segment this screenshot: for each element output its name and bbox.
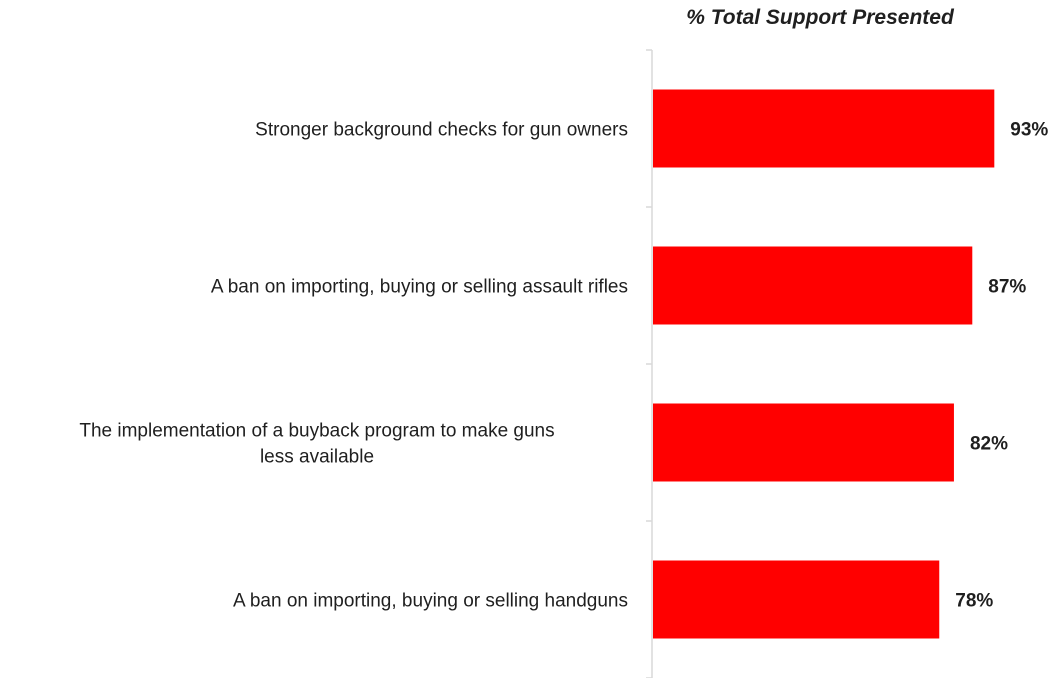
category-label: The implementation of a buyback program …	[79, 421, 554, 442]
bar	[653, 89, 995, 168]
data-label: 87%	[988, 277, 1026, 298]
chart-title: % Total Support Presented	[686, 6, 954, 29]
category-label: A ban on importing, buying or selling as…	[211, 277, 628, 298]
bar	[653, 246, 973, 325]
bar	[653, 403, 954, 482]
bar	[653, 560, 940, 639]
category-label: less available	[260, 447, 374, 468]
data-label: 82%	[970, 434, 1008, 455]
category-label: A ban on importing, buying or selling ha…	[233, 591, 628, 612]
data-label: 93%	[1010, 120, 1048, 141]
category-label: Stronger background checks for gun owner…	[255, 120, 628, 141]
data-label: 78%	[955, 591, 993, 612]
